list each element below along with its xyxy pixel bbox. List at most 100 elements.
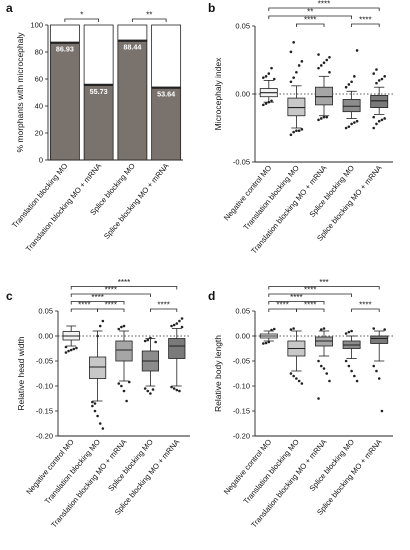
y-tick-label: 20 xyxy=(35,129,43,138)
outlier-point xyxy=(372,126,376,130)
outlier-point xyxy=(328,55,331,59)
outlier-point xyxy=(96,414,99,418)
panel-letter: b xyxy=(208,1,215,15)
outlier-point xyxy=(289,80,293,84)
outlier-point xyxy=(325,372,329,375)
outlier-point xyxy=(180,325,184,329)
significance-label: ** xyxy=(146,11,152,20)
outlier-point xyxy=(375,81,378,85)
outlier-point xyxy=(270,66,273,70)
outlier-point xyxy=(101,427,105,430)
outlier-point xyxy=(267,100,271,104)
significance-label: *** xyxy=(319,278,328,287)
outlier-point xyxy=(91,400,94,404)
y-tick-label: -0.10 xyxy=(233,382,250,391)
outlier-point xyxy=(98,324,102,328)
outlier-point xyxy=(172,323,176,327)
outlier-point xyxy=(149,392,152,395)
outlier-point xyxy=(355,379,359,383)
outlier-point xyxy=(383,328,386,331)
significance-bracket xyxy=(70,286,178,290)
significance-label: **** xyxy=(304,286,316,295)
bar-divider xyxy=(151,86,181,89)
outlier-point xyxy=(380,409,384,413)
outlier-point xyxy=(377,79,381,82)
outlier-point xyxy=(322,61,326,65)
outlier-point xyxy=(350,369,353,373)
outlier-point xyxy=(149,336,152,340)
significance-label: **** xyxy=(290,293,302,302)
significance-label: **** xyxy=(105,301,117,310)
outlier-point xyxy=(375,122,378,126)
outlier-point xyxy=(98,422,102,425)
outlier-point xyxy=(319,64,323,67)
y-tick-label: 60 xyxy=(35,75,43,84)
outlier-point xyxy=(317,66,320,70)
outlier-point xyxy=(317,53,320,56)
outlier-point xyxy=(347,125,351,128)
bar-value-label: 86.93 xyxy=(56,45,74,54)
outlier-point xyxy=(317,359,320,363)
outlier-point xyxy=(328,70,331,74)
outlier-point xyxy=(319,117,323,120)
outlier-point xyxy=(297,379,301,383)
outlier-point xyxy=(347,330,351,334)
box-iqr xyxy=(370,335,389,344)
outlier-point xyxy=(295,377,298,380)
outlier-point xyxy=(353,374,356,378)
significance-bracket xyxy=(150,308,178,312)
outlier-point xyxy=(143,387,147,390)
significance-label: **** xyxy=(105,286,117,295)
outlier-point xyxy=(262,342,265,345)
y-tick-label: -0.15 xyxy=(36,407,53,416)
outlier-point xyxy=(272,327,276,331)
y-tick-label: -0.15 xyxy=(233,407,250,416)
outlier-point xyxy=(292,76,295,79)
outlier-point xyxy=(93,409,97,413)
y-tick-label: -0.20 xyxy=(36,432,53,441)
significance-label: **** xyxy=(276,301,288,310)
significance-label: ** xyxy=(307,8,313,17)
panel-letter: d xyxy=(208,289,215,303)
outlier-point xyxy=(91,404,94,408)
outlier-point xyxy=(117,382,121,385)
bar-divider xyxy=(117,39,147,42)
significance-bracket xyxy=(296,308,325,312)
outlier-point xyxy=(295,70,298,74)
outlier-point xyxy=(300,382,304,385)
outlier-point xyxy=(267,340,271,344)
outlier-point xyxy=(319,328,323,331)
outlier-point xyxy=(375,369,378,373)
outlier-point xyxy=(347,83,351,86)
outlier-point xyxy=(120,325,123,329)
outlier-point xyxy=(101,319,105,323)
x-category-label: Negative control MO xyxy=(24,437,75,496)
outlier-point xyxy=(344,85,348,89)
outlier-point xyxy=(380,77,384,81)
significance-label: **** xyxy=(78,301,90,310)
significance-label: **** xyxy=(304,16,316,25)
bar-normal-segment xyxy=(117,24,148,42)
bar-divider xyxy=(50,41,80,44)
outlier-point xyxy=(93,402,97,405)
outlier-point xyxy=(350,329,353,333)
outlier-point xyxy=(170,385,173,389)
box-iqr xyxy=(287,97,306,117)
bar-microcephaly-segment xyxy=(83,84,114,161)
y-tick-label: 0.05 xyxy=(38,307,53,316)
outlier-point xyxy=(383,75,386,78)
outlier-point xyxy=(175,322,179,325)
outlier-point xyxy=(264,102,268,105)
outlier-point xyxy=(322,115,326,119)
outlier-point xyxy=(347,364,351,368)
significance-label: * xyxy=(80,11,83,20)
outlier-point xyxy=(292,327,295,330)
outlier-point xyxy=(372,364,376,368)
x-category-label: Translation blocking MO xyxy=(10,161,69,229)
outlier-point xyxy=(292,374,295,378)
outlier-point xyxy=(180,317,184,320)
y-tick-label: -0.05 xyxy=(233,357,250,366)
outlier-point xyxy=(154,340,157,344)
outlier-point xyxy=(375,68,378,71)
